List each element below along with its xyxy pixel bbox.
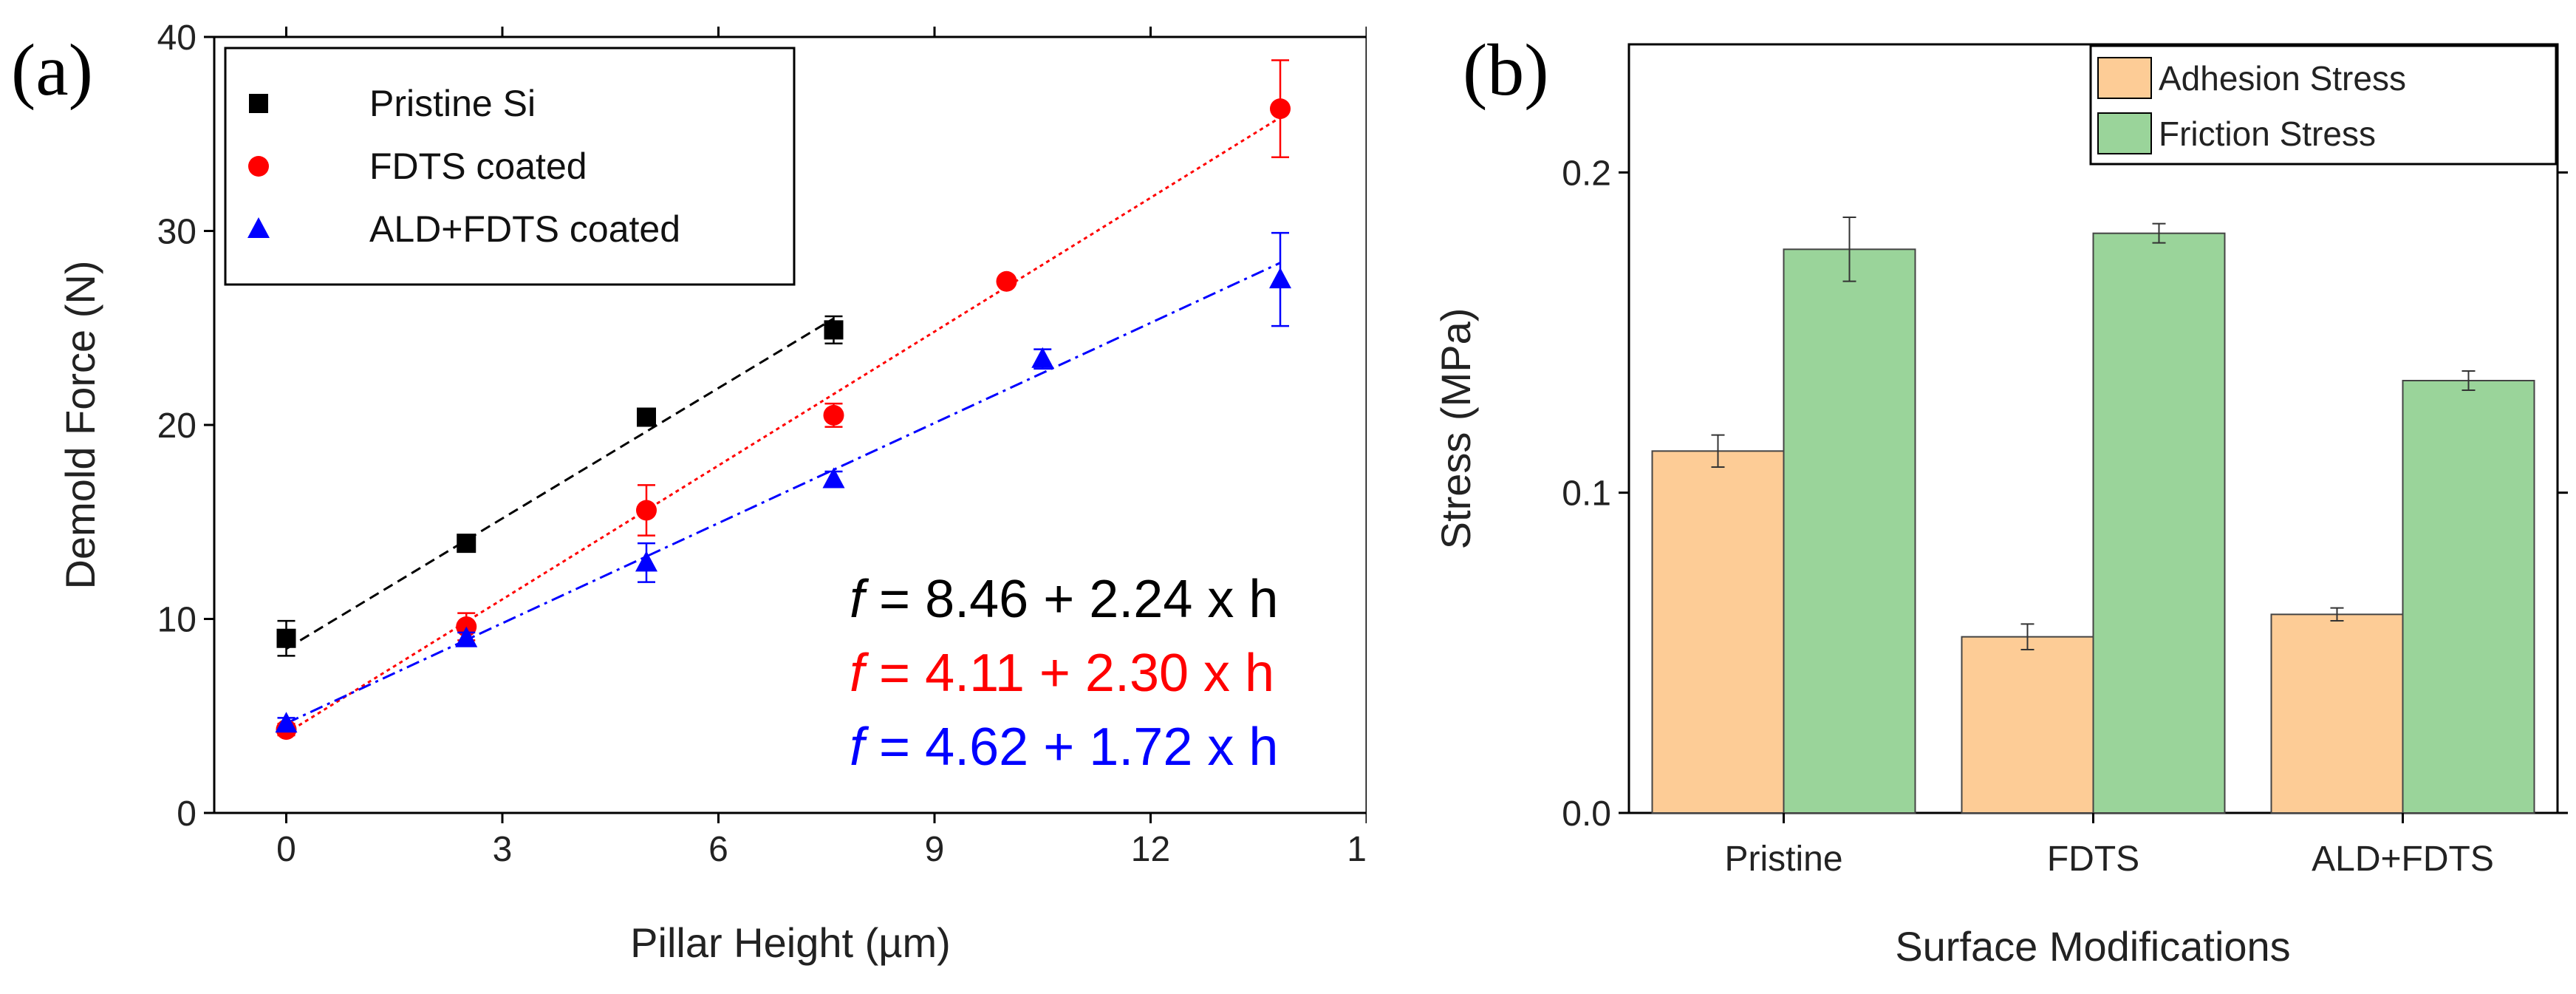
x-tick-label-a: 12 — [1131, 830, 1170, 869]
equation-pristine-body: = 8.46 + 2.24 x h — [864, 570, 1278, 629]
legend-b: Adhesion Stress Friction Stress — [2089, 44, 2558, 166]
fit-equations: f = 8.46 + 2.24 x h f = 4.11 + 2.30 x h … — [850, 570, 1278, 777]
point-pristine-si — [637, 407, 656, 427]
bar-friction-stress-ald-fdts — [2402, 380, 2535, 814]
y-tick-label-b: 0.2 — [1562, 154, 1611, 193]
point-pristine-si — [276, 628, 296, 648]
legend-swatch-adhesion — [2097, 57, 2152, 99]
bar-adhesion-stress-fdts — [1961, 636, 2094, 814]
axes-ticks-a: 0 3 6 9 12 15 0 10 20 30 40 — [157, 18, 1367, 869]
legend-markers-a — [247, 94, 270, 238]
bar-adhesion-stress-pristine — [1651, 450, 1785, 814]
legend-ald-fdts-coated: ALD+FDTS coated — [369, 208, 680, 250]
legend-adhesion-stress: Adhesion Stress — [2159, 59, 2406, 98]
equation-fdts: f = 4.11 + 2.30 x h — [850, 644, 1274, 703]
x-tick-label-a: 15 — [1347, 830, 1367, 869]
legend-swatch-friction — [2097, 112, 2152, 154]
x-tick-label-pristine: Pristine — [1724, 840, 1842, 879]
equation-ald-fdts-body: = 4.62 + 1.72 x h — [864, 718, 1278, 777]
legend-marker-fdts-coated — [248, 156, 269, 177]
x-tick-label-a: 0 — [276, 830, 296, 869]
y-tick-label-a: 10 — [157, 601, 197, 640]
bars-b — [1651, 217, 2535, 814]
equation-pristine: f = 8.46 + 2.24 x h — [850, 570, 1278, 629]
legend-fdts-coated: FDTS coated — [369, 146, 587, 187]
chart-demold-force: (a) 0 3 6 9 12 15 0 10 20 30 40 Pillar Height (µm)… — [11, 18, 1367, 966]
x-tick-label-a: 6 — [708, 830, 728, 869]
legend-box-a — [224, 47, 796, 286]
point-fdts-coated — [1270, 98, 1291, 120]
point-ald-fdts-coated — [455, 626, 478, 647]
fit-line-ald-fdts-coated — [285, 262, 1281, 725]
y-axis-label-a: Demold Force (N) — [57, 261, 103, 590]
fit-line-pristine-si — [285, 317, 835, 650]
point-ald-fdts-coated — [275, 712, 298, 733]
legend-box-b — [2089, 44, 2558, 166]
fit-line-fdts-coated — [285, 116, 1281, 735]
legend-marker-ald-fdts-coated — [247, 217, 270, 238]
chart-stress: (b) Pristine FDTS ALD+FDTS 0.0 0.1 0.2 Surfac… — [1432, 29, 2568, 970]
y-tick-label-b: 0.1 — [1562, 474, 1611, 514]
bar-friction-stress-pristine — [1783, 248, 1916, 814]
point-fdts-coated — [996, 270, 1017, 292]
x-tick-label-a: 9 — [925, 830, 945, 869]
y-tick-label-a: 40 — [157, 18, 197, 58]
y-tick-label-b: 0.0 — [1562, 794, 1611, 834]
axes-ticks-b: Pristine FDTS ALD+FDTS 0.0 0.1 0.2 — [1562, 154, 2568, 879]
legend-friction-stress: Friction Stress — [2159, 115, 2376, 153]
x-tick-label-ald-fdts: ALD+FDTS — [2312, 840, 2494, 879]
x-tick-label-a: 3 — [493, 830, 513, 869]
fit-lines-a — [285, 116, 1281, 735]
point-ald-fdts-coated — [635, 551, 657, 572]
bar-friction-stress-fdts — [2092, 232, 2226, 814]
point-fdts-coated — [823, 404, 844, 426]
bar-adhesion-stress-ald-fdts — [2270, 613, 2404, 814]
point-ald-fdts-coated — [1031, 347, 1054, 368]
x-axis-label-a: Pillar Height (µm) — [630, 919, 951, 966]
x-tick-label-fdts: FDTS — [2047, 840, 2139, 879]
point-ald-fdts-coated — [1269, 268, 1291, 289]
x-axis-label-b: Surface Modifications — [1895, 923, 2290, 970]
panel-label-b: (b) — [1463, 29, 1549, 111]
point-fdts-coated — [636, 500, 657, 521]
data-points-a — [275, 59, 1291, 741]
equation-fdts-body: = 4.11 + 2.30 x h — [864, 644, 1274, 703]
y-tick-label-a: 0 — [177, 794, 197, 834]
legend-a: Pristine Si FDTS coated ALD+FDTS coated — [224, 47, 796, 286]
point-pristine-si — [457, 534, 476, 554]
legend-pristine-si: Pristine Si — [369, 83, 536, 124]
y-axis-label-b: Stress (MPa) — [1432, 308, 1479, 550]
legend-marker-pristine-si — [249, 94, 268, 113]
point-pristine-si — [824, 320, 844, 340]
y-tick-label-a: 30 — [157, 213, 197, 252]
panel-label-a: (a) — [11, 29, 93, 111]
y-tick-label-a: 20 — [157, 406, 197, 446]
equation-ald-fdts: f = 4.62 + 1.72 x h — [850, 718, 1278, 777]
point-ald-fdts-coated — [822, 467, 845, 489]
